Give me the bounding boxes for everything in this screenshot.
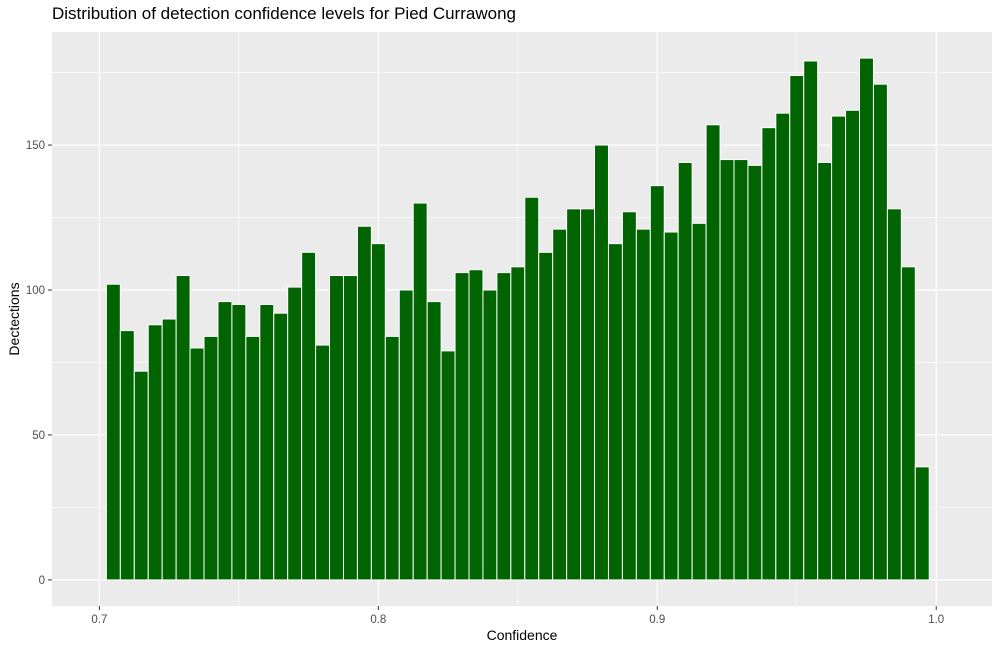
histogram-bar <box>105 283 121 581</box>
histogram-bar <box>231 304 247 581</box>
histogram-bar <box>524 196 540 581</box>
y-tick-label: 50 <box>32 430 45 442</box>
histogram-bar <box>845 109 861 581</box>
histogram-bar <box>552 228 568 581</box>
histogram-bar <box>691 222 707 581</box>
histogram-bar <box>147 324 163 581</box>
histogram-bar <box>119 330 135 581</box>
histogram-bar <box>719 159 735 581</box>
histogram-bar <box>510 266 526 581</box>
histogram-bar <box>886 208 902 581</box>
x-tick-label: 0.9 <box>649 614 665 626</box>
histogram-bar <box>356 225 372 581</box>
histogram-bar <box>384 335 400 581</box>
x-tick-label: 1.0 <box>928 614 944 626</box>
histogram-bar <box>133 370 149 581</box>
histogram-bar <box>175 275 191 581</box>
histogram-bar <box>914 466 930 581</box>
y-tick-label: 0 <box>39 575 45 587</box>
histogram-bar <box>733 159 749 581</box>
histogram-bar <box>747 164 763 581</box>
histogram-bar <box>440 350 456 581</box>
y-tick-label: 100 <box>26 285 45 297</box>
histogram-bar <box>496 272 512 581</box>
histogram-bar <box>370 243 386 581</box>
histogram-bar <box>900 266 916 581</box>
histogram-bar <box>566 208 582 581</box>
histogram-bar <box>203 335 219 581</box>
histogram-bar <box>398 289 414 581</box>
histogram-bar <box>635 228 651 581</box>
y-tick-label: 150 <box>26 140 45 152</box>
histogram-bar <box>872 83 888 581</box>
histogram-bar <box>859 57 874 581</box>
histogram-bar <box>803 60 819 581</box>
histogram-bar <box>761 127 777 581</box>
histogram-bar <box>705 124 721 581</box>
histogram-bar <box>259 304 275 581</box>
histogram-bar <box>594 144 609 581</box>
histogram-bar <box>161 318 177 581</box>
histogram-bar <box>468 269 484 581</box>
y-axis-title: Dectections <box>6 282 22 355</box>
histogram-bar <box>789 74 805 581</box>
chart-title: Distribution of detection confidence lev… <box>52 4 516 23</box>
x-axis-title: Confidence <box>487 627 558 643</box>
histogram-bar <box>189 347 205 581</box>
histogram-bar <box>538 251 554 581</box>
histogram-bar <box>412 202 428 581</box>
histogram-bar <box>580 208 596 581</box>
histogram-bar <box>273 312 289 581</box>
histogram-bar <box>677 161 693 581</box>
histogram-bar <box>287 286 303 581</box>
histogram-bar <box>831 115 847 581</box>
x-tick-label: 0.8 <box>370 614 386 626</box>
x-tick-label: 0.7 <box>91 614 107 626</box>
histogram-bar <box>342 275 358 581</box>
histogram-bar <box>301 251 317 581</box>
histogram-bar <box>217 301 233 581</box>
histogram-bar <box>621 211 637 581</box>
histogram-bar <box>607 243 623 581</box>
histogram-bar <box>426 301 442 581</box>
histogram-bar <box>482 289 498 581</box>
histogram-bar <box>649 185 665 581</box>
histogram-bar <box>329 275 344 581</box>
histogram-bar <box>315 344 331 581</box>
histogram-bar <box>817 161 833 581</box>
histogram-bar <box>245 335 261 581</box>
histogram-bar <box>454 272 470 581</box>
histogram-bar <box>663 231 679 581</box>
histogram-bar <box>775 112 791 581</box>
